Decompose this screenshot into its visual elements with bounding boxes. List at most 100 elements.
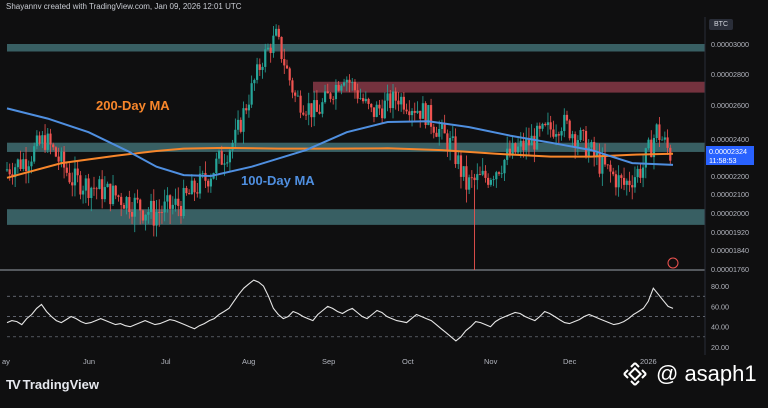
candle-body: [90, 187, 93, 198]
candle-body: [60, 151, 63, 162]
candle-body: [114, 185, 117, 196]
tradingview-logo[interactable]: TV TradingView: [6, 377, 99, 392]
candle-body: [593, 141, 596, 157]
candle-body: [291, 80, 294, 93]
candle-body: [508, 148, 511, 156]
osc-tick-label: 40.00: [711, 323, 729, 332]
candle-body: [285, 65, 289, 69]
candle-body: [133, 197, 136, 217]
candle-body: [584, 130, 588, 158]
candle-body: [201, 172, 204, 174]
candle-body: [299, 95, 302, 113]
candle-body: [595, 152, 598, 157]
candle-body: [217, 150, 221, 159]
candle-body: [582, 130, 585, 131]
candle-body: [500, 173, 503, 175]
tradingview-logo-icon: TV: [6, 377, 21, 392]
candle-body: [503, 159, 506, 174]
candle-body: [255, 64, 259, 80]
candle-body: [612, 171, 615, 175]
candle-body: [652, 138, 656, 158]
annotation-label: 200-Day MA: [96, 98, 170, 113]
candle-body: [329, 93, 332, 99]
candle-body: [535, 125, 539, 150]
candle-body: [52, 144, 55, 148]
candle-body: [527, 138, 531, 146]
candle-body: [473, 177, 476, 181]
candle-body: [478, 174, 482, 175]
candle-body: [429, 105, 433, 127]
candle-body: [470, 177, 473, 179]
candle-body: [606, 164, 609, 166]
candle-body: [46, 133, 49, 150]
candle-body: [98, 179, 101, 190]
y-tick-label: 0.00001920: [711, 228, 749, 237]
candle-body: [348, 79, 351, 83]
candle-body: [568, 120, 571, 139]
candle-body: [337, 84, 340, 91]
candle-body: [628, 180, 631, 186]
candle-body: [462, 166, 465, 177]
candle-body: [144, 214, 147, 221]
candle-body: [250, 83, 253, 105]
candle-body: [122, 204, 125, 209]
candle-body: [185, 187, 188, 194]
candle-body: [228, 150, 232, 163]
tradingview-brand-text: TradingView: [22, 377, 99, 392]
candle-body: [33, 146, 36, 162]
candle-body: [223, 163, 226, 165]
y-tick-label: 0.00002000: [711, 209, 749, 218]
candle-body: [446, 133, 449, 151]
x-tick-label: Sep: [322, 357, 335, 366]
candle-body: [111, 185, 115, 205]
candle-body: [193, 180, 196, 193]
candle-body: [571, 134, 574, 139]
candle-body: [125, 197, 128, 209]
candle-body: [160, 212, 164, 214]
candle-body: [101, 179, 104, 200]
candle-body: [519, 140, 522, 147]
x-tick-label: Dec: [563, 357, 577, 366]
candle-body: [16, 159, 19, 168]
candle-body: [149, 200, 153, 213]
candle-body: [408, 111, 411, 116]
candle-body: [641, 167, 645, 178]
candle-body: [443, 123, 446, 134]
candle-body: [511, 143, 514, 156]
candle-body: [207, 180, 210, 187]
candle-body: [315, 100, 318, 112]
candle-body: [552, 129, 555, 137]
candle-body: [226, 162, 229, 164]
candle-body: [253, 79, 256, 84]
x-tick-label: 2026: [640, 357, 657, 366]
candle-body: [234, 129, 237, 143]
candle-body: [141, 210, 145, 221]
candle-body: [30, 161, 33, 167]
candle-body: [139, 199, 142, 211]
candle-body: [73, 168, 77, 186]
x-tick-label: Aug: [242, 357, 255, 366]
candle-body: [130, 211, 134, 217]
candle-body: [332, 98, 335, 100]
middle-zone: [7, 142, 705, 152]
candle-body: [397, 100, 400, 105]
candle-body: [231, 142, 234, 151]
candle-body: [541, 123, 544, 129]
candle-body: [495, 172, 498, 180]
candle-body: [617, 175, 620, 188]
symbol-badge[interactable]: BTC: [709, 19, 733, 30]
candle-body: [555, 134, 558, 137]
candle-body: [169, 195, 172, 209]
candle-body: [644, 148, 647, 168]
candle-body: [394, 91, 397, 101]
candle-body: [275, 28, 278, 36]
candle-body: [378, 104, 381, 109]
candle-body: [8, 169, 11, 175]
candle-body: [609, 164, 612, 172]
candle-body: [372, 107, 376, 117]
candle-body: [323, 91, 327, 103]
candle-body: [179, 205, 183, 217]
price-tag-box: [706, 146, 754, 165]
candle-body: [622, 177, 626, 185]
candle-body: [307, 103, 310, 115]
